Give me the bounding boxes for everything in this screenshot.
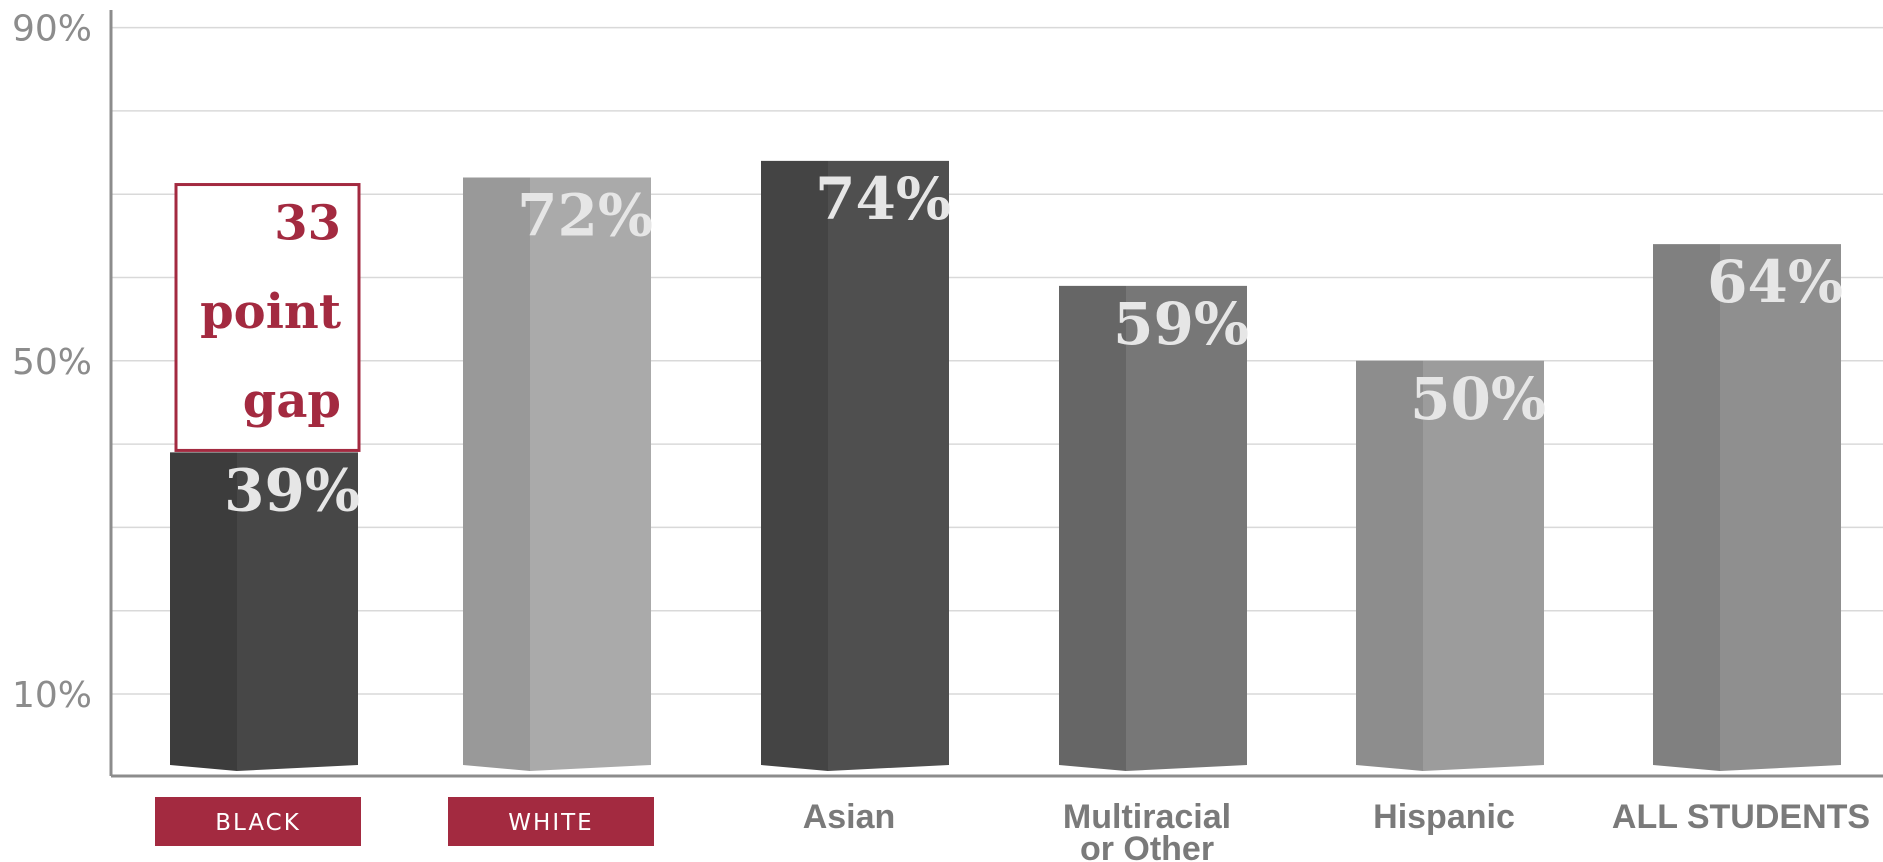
bar <box>1720 244 1841 771</box>
category-badge <box>155 797 361 846</box>
bar <box>530 177 651 772</box>
value-label: 64% <box>1707 248 1843 316</box>
bar <box>828 160 949 771</box>
bar <box>1423 360 1544 771</box>
gap-annotation-text: 33 <box>274 195 341 251</box>
bar-side <box>1356 360 1423 771</box>
value-label: 50% <box>1410 365 1546 433</box>
y-tick-label: 50% <box>12 342 92 383</box>
bar <box>237 452 358 771</box>
category-label: WHITE <box>508 810 593 836</box>
gap-annotation-text: point <box>200 284 341 340</box>
value-label: 39% <box>224 456 360 524</box>
value-label: 59% <box>1113 290 1249 358</box>
category-label: Multiracial or Other <box>1063 798 1231 862</box>
bar <box>1126 285 1247 771</box>
value-label: 72% <box>517 182 653 250</box>
gap-annotation-text: gap <box>243 373 341 429</box>
bar-side <box>1059 285 1126 771</box>
value-label: 74% <box>815 165 951 233</box>
category-label: ALL STUDENTS <box>1612 798 1870 836</box>
category-badge <box>448 797 654 846</box>
category-label: Hispanic <box>1373 798 1515 836</box>
gap-annotation-box <box>174 183 361 452</box>
bar-side <box>463 177 530 772</box>
bar-side <box>1653 244 1720 771</box>
y-tick-label: 10% <box>12 675 92 716</box>
bar-side <box>170 452 237 771</box>
bar-side <box>761 160 828 771</box>
y-tick-label: 90% <box>12 9 92 50</box>
category-label: Asian <box>803 798 896 836</box>
category-label: BLACK <box>215 810 301 836</box>
